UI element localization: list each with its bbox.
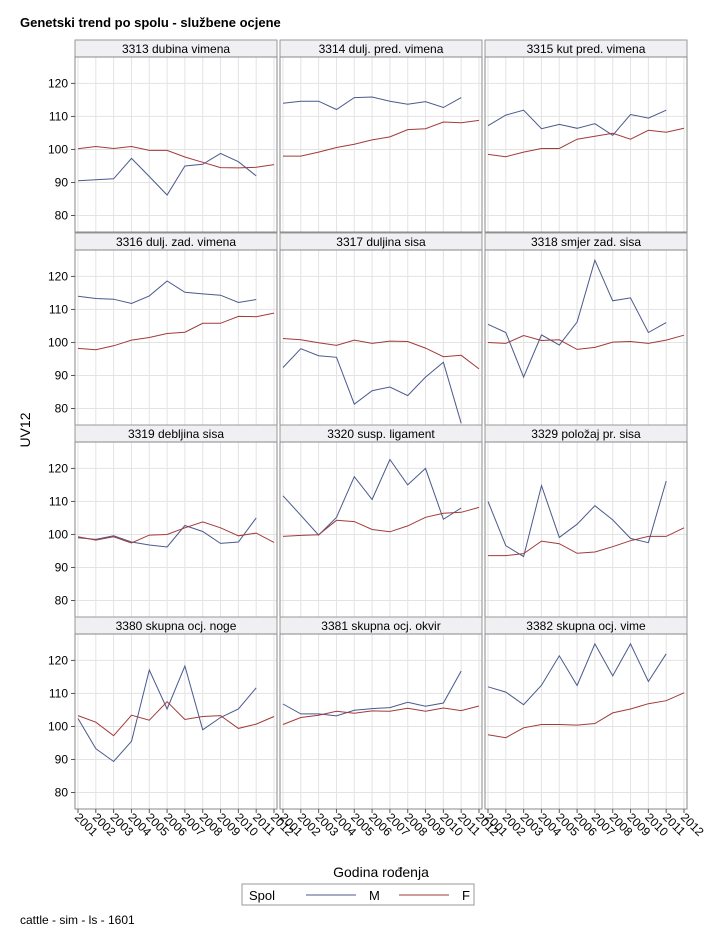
y-tick-label: 90 [55, 175, 69, 189]
panel-title: 3329 položaj pr. sisa [531, 427, 641, 441]
plot-area [485, 442, 687, 617]
series-line-f [487, 692, 685, 739]
y-tick-label: 80 [55, 401, 69, 415]
plot-area [280, 57, 482, 232]
y-tick-label: 120 [48, 461, 68, 475]
panel-title: 3380 skupna ocj. noge [116, 619, 237, 633]
y-tick-label: 120 [48, 653, 68, 667]
plot-area [280, 634, 482, 809]
y-tick-label: 90 [55, 752, 69, 766]
series-line-f [77, 700, 275, 737]
panel-border [74, 633, 278, 810]
panel-title: 3382 skupna ocj. vime [526, 619, 646, 633]
panel-title: 3320 susp. ligament [327, 427, 435, 441]
panel-border [484, 56, 688, 233]
y-tick-label: 100 [48, 527, 68, 541]
x-axis-label: Godina rođenja [333, 864, 429, 880]
panel-title: 3318 smjer zad. sisa [531, 235, 641, 249]
plot-area [75, 442, 277, 617]
plot-area [75, 250, 277, 425]
series-line-m [77, 280, 257, 305]
y-tick-label: 120 [48, 76, 68, 90]
panel-border [484, 633, 688, 810]
y-tick-label: 100 [48, 335, 68, 349]
panel-title: 3314 dulj. pred. vimena [319, 42, 444, 56]
y-tick-label: 110 [49, 494, 68, 508]
panel-border [279, 56, 483, 233]
series-line-m [487, 109, 667, 136]
panel-title: 3316 dulj. zad. vimena [116, 235, 236, 249]
series-line-m [282, 458, 462, 536]
y-tick-label: 110 [49, 302, 68, 316]
y-tick-label: 110 [49, 109, 68, 123]
series-line-m [282, 348, 462, 424]
y-tick-label: 100 [48, 719, 68, 733]
series-line-m [282, 670, 462, 717]
y-tick-label: 90 [55, 560, 69, 574]
y-tick-label: 80 [55, 785, 69, 799]
plot-area [75, 57, 277, 232]
panel-title: 3319 debljina sisa [128, 427, 224, 441]
panel-border [74, 56, 278, 233]
series-line-f [282, 338, 480, 370]
chart-title: Genetski trend po spolu - službene ocjen… [20, 15, 281, 30]
series-line-f [283, 119, 480, 157]
series-line-f [282, 506, 480, 537]
series-line-m [487, 480, 667, 558]
series-line-f [77, 521, 275, 544]
panel-title: 3317 duljina sisa [336, 235, 426, 249]
y-tick-label: 120 [48, 269, 68, 283]
panel-border [279, 633, 483, 810]
panel-title: 3315 kut pred. vimena [527, 42, 646, 56]
series-line-f [282, 705, 480, 725]
legend-title: Spol [249, 888, 275, 903]
series-line-m [487, 642, 667, 706]
series-line-m [77, 664, 257, 763]
y-tick-label: 80 [55, 593, 69, 607]
y-tick-label: 110 [49, 686, 68, 700]
panel-title: 3313 dubina vimena [122, 42, 230, 56]
y-tick-label: 90 [55, 368, 69, 382]
plot-area [485, 57, 687, 232]
series-line-f [77, 312, 275, 351]
y-axis-label: UV12 [17, 412, 33, 447]
plot-area [485, 634, 687, 809]
plot-area [75, 634, 277, 809]
series-line-f [487, 334, 685, 350]
series-line-m [282, 96, 462, 111]
plot-area [280, 250, 482, 425]
series-line-m [77, 152, 257, 196]
panel-title: 3381 skupna ocj. okvir [321, 619, 440, 633]
footer-text: cattle - sim - ls - 1601 [20, 913, 135, 927]
legend-box [241, 883, 475, 906]
series-line-m [77, 517, 257, 548]
series-line-m [487, 258, 667, 379]
y-tick-label: 100 [48, 142, 68, 156]
y-tick-label: 80 [55, 208, 69, 222]
series-line-f [488, 527, 685, 557]
legend-label-f: F [462, 888, 470, 903]
legend-label-m: M [369, 888, 380, 903]
series-line-f [487, 127, 685, 158]
series-line-f [77, 145, 275, 169]
